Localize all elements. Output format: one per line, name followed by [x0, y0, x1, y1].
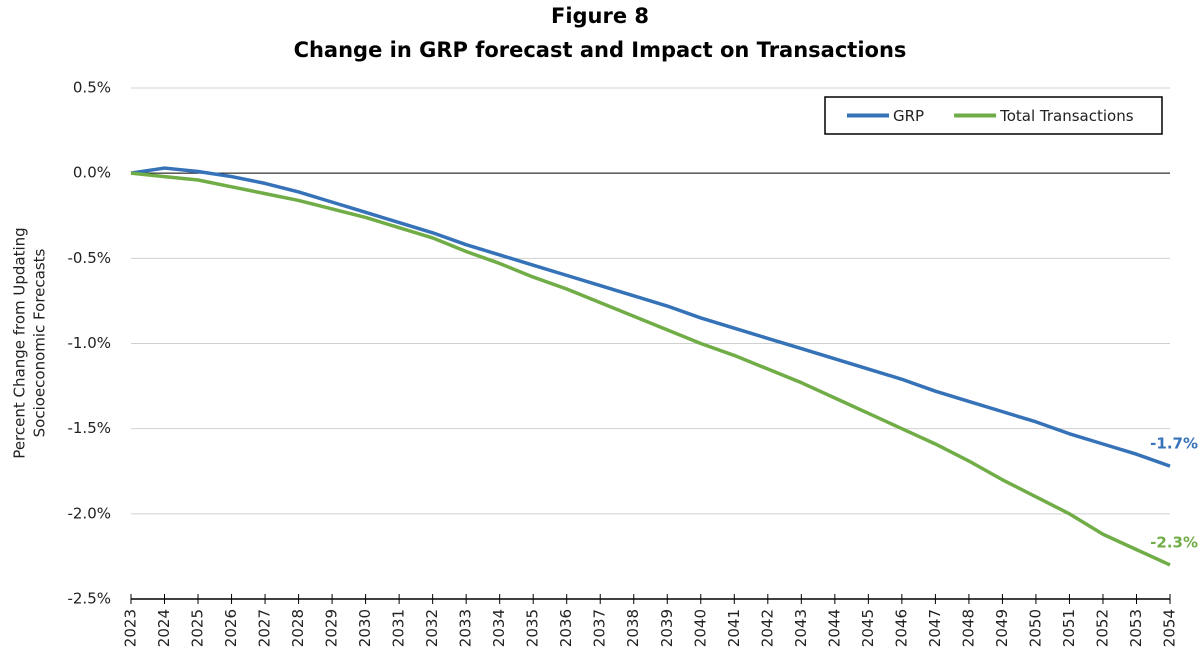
x-tick-label: 2041	[725, 609, 743, 647]
y-tick-label: -1.5%	[67, 419, 111, 437]
x-tick-label: 2024	[155, 609, 173, 647]
chart-title: Figure 8	[551, 4, 649, 28]
x-tick-label: 2029	[323, 609, 341, 647]
x-tick-label: 2033	[457, 609, 475, 647]
x-tick-label: 2039	[658, 609, 676, 647]
chart-subtitle: Change in GRP forecast and Impact on Tra…	[294, 38, 907, 62]
x-tick-label: 2037	[591, 609, 609, 647]
x-tick-label: 2052	[1093, 609, 1111, 647]
y-tick-label: -1.0%	[67, 334, 111, 352]
y-label-line: Socioeconomic Forecasts	[31, 248, 49, 437]
x-tick-label: 2035	[524, 609, 542, 647]
x-tick-label: 2023	[122, 609, 140, 647]
x-tick-label: 2025	[189, 609, 207, 647]
legend-label: Total Transactions	[999, 107, 1134, 125]
x-tick-label: 2038	[624, 609, 642, 647]
value-label: -1.7%	[1150, 435, 1198, 453]
x-tick-label: 2034	[490, 609, 508, 647]
x-tick-label: 2051	[1060, 609, 1078, 647]
x-tick-label: 2043	[792, 609, 810, 647]
x-tick-label: 2046	[892, 609, 910, 647]
y-label: Percent Change from Updating Socioeconom…	[11, 227, 49, 458]
x-tick-label: 2045	[859, 609, 877, 647]
x-tick-label: 2031	[390, 609, 408, 647]
x-tick-label: 2049	[993, 609, 1011, 647]
x-tick-label: 2026	[222, 609, 240, 647]
x-tick-label: 2028	[289, 609, 307, 647]
x-tick-label: 2030	[356, 609, 374, 647]
x-tick-label: 2048	[959, 609, 977, 647]
x-tick-label: 2050	[1026, 609, 1044, 647]
series-line	[130, 166, 1171, 468]
legend-label: GRP	[893, 107, 924, 125]
y-tick-label: -2.0%	[67, 504, 111, 522]
x-tick-label: 2040	[691, 609, 709, 647]
x-tick-label: 2036	[557, 609, 575, 647]
x-tick-label: 2053	[1127, 609, 1145, 647]
x-tick-label: 2054	[1161, 609, 1179, 647]
y-tick-label: -0.5%	[67, 249, 111, 267]
y-tick-label: -2.5%	[67, 590, 111, 608]
x-tick-label: 2032	[423, 609, 441, 647]
x-tick-label: 2047	[926, 609, 944, 647]
y-label-line: Percent Change from Updating	[11, 227, 29, 458]
x-tick-label: 2042	[758, 609, 776, 647]
x-tick-label: 2044	[825, 609, 843, 647]
y-tick-label: 0.5%	[73, 79, 111, 97]
x-tick-label: 2027	[256, 609, 274, 647]
value-label: -2.3%	[1150, 533, 1198, 551]
series-line	[130, 171, 1171, 567]
y-tick-label: 0.0%	[73, 164, 111, 182]
